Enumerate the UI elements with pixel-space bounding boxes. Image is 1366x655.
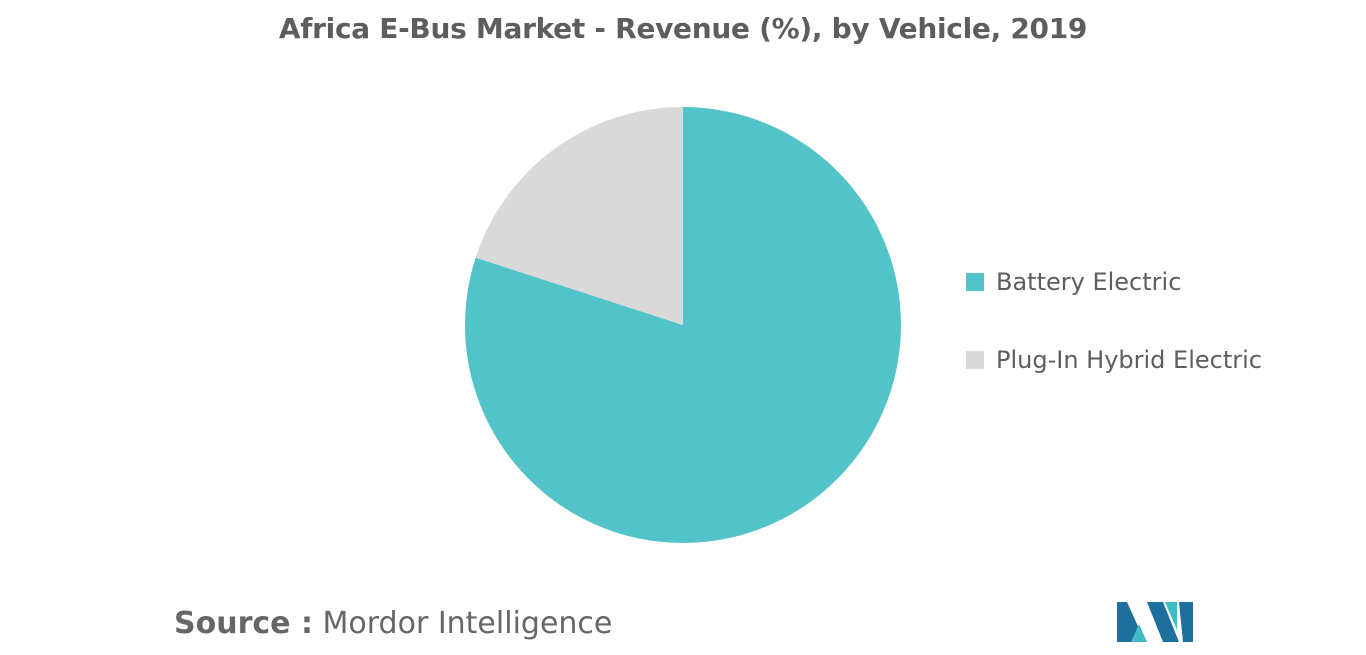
legend-label-battery-electric: Battery Electric xyxy=(996,268,1182,296)
legend-item-battery-electric: Battery Electric xyxy=(966,268,1181,296)
source-prefix: Source : xyxy=(174,606,313,641)
source-note: Source : Mordor Intelligence xyxy=(174,606,612,641)
logo-left-diagonal xyxy=(1131,624,1147,642)
legend-swatch-plug-in-hybrid-electric xyxy=(966,351,984,369)
legend-item-plug-in-hybrid-electric: Plug-In Hybrid Electric xyxy=(966,346,1262,374)
pie-slice-plug-in-hybrid-electric xyxy=(475,107,683,325)
logo-middle xyxy=(1147,602,1179,642)
mordor-intelligence-logo xyxy=(1117,602,1193,642)
source-name: Mordor Intelligence xyxy=(322,606,613,641)
logo-right-bar xyxy=(1179,602,1193,642)
chart-title: Africa E-Bus Market - Revenue (%), by Ve… xyxy=(278,12,1088,45)
legend-label-plug-in-hybrid-electric: Plug-In Hybrid Electric xyxy=(996,346,1262,374)
logo-right-diagonal xyxy=(1165,602,1177,630)
legend-swatch-battery-electric xyxy=(966,273,984,291)
